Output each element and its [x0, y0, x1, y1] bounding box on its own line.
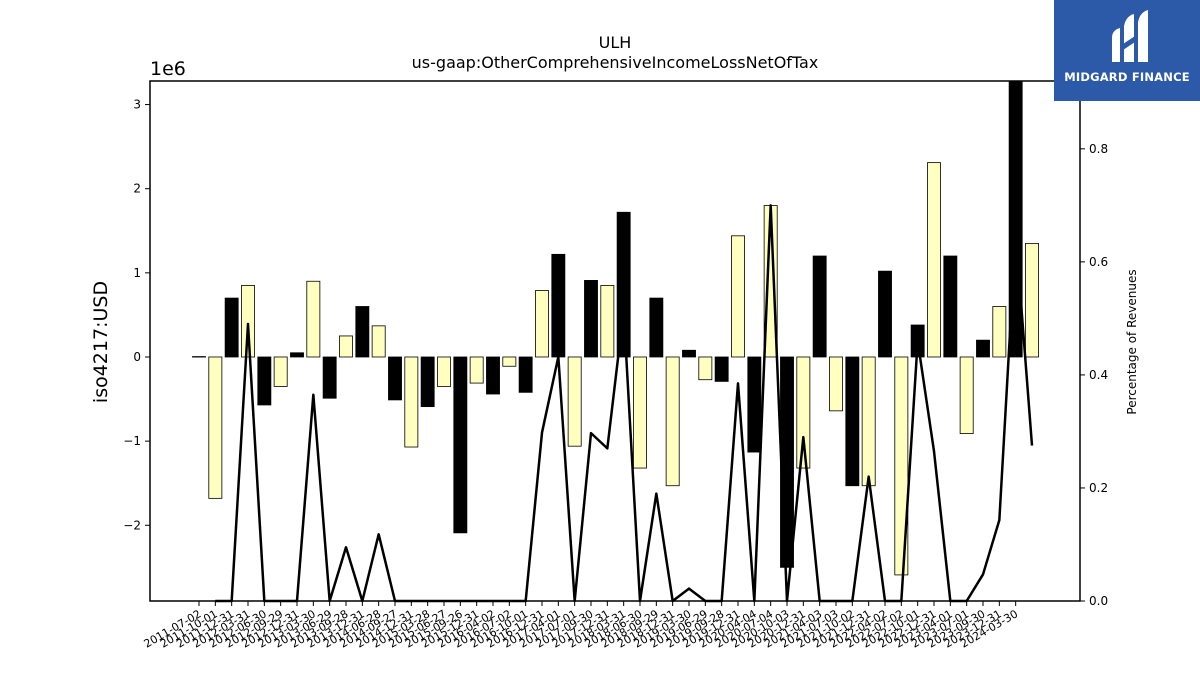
bar [192, 356, 206, 358]
bar [829, 356, 843, 412]
bar [355, 306, 370, 358]
bar [747, 356, 762, 453]
bar-series [192, 80, 1039, 576]
bar [894, 356, 909, 576]
y-tick-label: 0 [133, 350, 141, 364]
bar [812, 255, 827, 358]
brand-name: MIDGARD FINANCE [1064, 70, 1190, 84]
bar [339, 335, 353, 358]
bar [992, 306, 1007, 358]
bar [927, 162, 941, 358]
bar [535, 290, 549, 358]
brand-logo: MIDGARD FINANCE [1054, 0, 1200, 101]
bar [976, 339, 990, 358]
bar [208, 356, 223, 499]
y2-tick-label: 0.8 [1089, 142, 1108, 156]
plot-frame [149, 80, 1081, 602]
y2-tick-label: 0.4 [1089, 368, 1108, 382]
bar [437, 356, 451, 387]
bar [371, 325, 386, 358]
y2-axis-label: Percentage of Revenues [1125, 269, 1139, 414]
bar [649, 297, 664, 358]
y2-tick-label: 0.0 [1089, 594, 1108, 608]
bar [551, 253, 566, 358]
bar [665, 356, 680, 487]
bar [502, 356, 517, 367]
midgard-logo-icon [1112, 10, 1148, 62]
y2-axis-ticks: 0.0 0.2 0.4 0.6 0.8 [1080, 142, 1108, 608]
bar [518, 356, 533, 393]
bar [469, 356, 484, 384]
bar [241, 285, 255, 358]
y2-tick-label: 0.2 [1089, 481, 1108, 495]
bar [584, 280, 598, 358]
x-axis-ticks: 2011-07-022011-10-012011-12-312012-03-31… [142, 601, 1020, 651]
bar [453, 356, 468, 534]
bar [404, 356, 419, 448]
y2-tick-label: 0.6 [1089, 255, 1108, 269]
bar [633, 356, 647, 469]
y-axis-label: iso4217:USD [90, 281, 112, 403]
chart-title: ULH [599, 33, 632, 52]
chart-subtitle: us-gaap:OtherComprehensiveIncomeLossNetO… [412, 53, 819, 72]
bar [567, 356, 582, 447]
y-tick-label: −1 [123, 434, 141, 448]
bar [322, 356, 337, 399]
y-tick-label: 1 [133, 266, 141, 280]
bar [943, 255, 958, 358]
bar [616, 211, 631, 358]
y-axis-ticks: −2 −1 0 1 2 3 [123, 98, 150, 532]
bar [796, 356, 811, 469]
bar [224, 297, 239, 358]
bar [600, 285, 615, 358]
y-tick-label: 2 [133, 182, 141, 196]
bar [878, 270, 892, 358]
bar [714, 356, 729, 382]
bar [420, 356, 435, 408]
bar [306, 280, 321, 358]
y-tick-label: −2 [123, 518, 141, 532]
y-tick-label: 3 [133, 98, 141, 112]
bar [731, 235, 745, 358]
bar [257, 356, 272, 406]
bar [959, 356, 974, 434]
bar [388, 356, 402, 401]
bar [698, 356, 713, 381]
bar [273, 356, 288, 387]
y-offset-label: 1e6 [150, 58, 186, 80]
bar [486, 356, 500, 395]
bar [845, 356, 860, 487]
bar [682, 349, 696, 358]
bar [861, 356, 876, 487]
bar [290, 352, 304, 358]
bar [1025, 242, 1039, 358]
